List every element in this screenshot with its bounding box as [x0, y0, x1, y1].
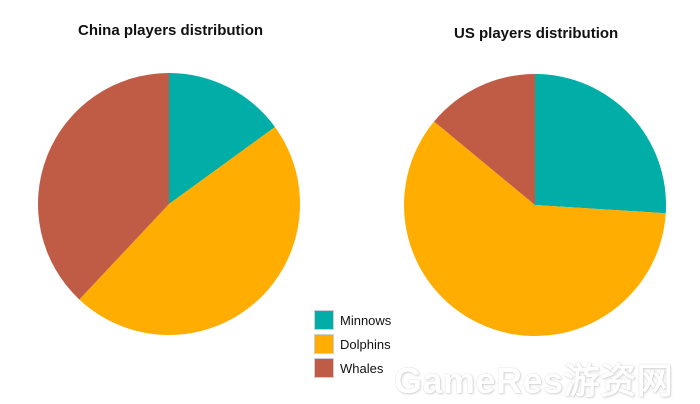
us-pie	[403, 74, 666, 337]
legend-item-minnows: Minnows	[314, 309, 398, 331]
legend-item-whales: Whales	[314, 357, 398, 379]
legend-label-dolphins: Dolphins	[340, 336, 391, 352]
legend: Minnows Dolphins Whales	[314, 309, 398, 381]
pie-slice-minnows	[169, 73, 275, 204]
watermark: GameRes游资网	[394, 360, 674, 401]
legend-item-dolphins: Dolphins	[314, 333, 398, 355]
pie-slice-minnows	[535, 74, 666, 214]
legend-label-whales: Whales	[340, 360, 384, 376]
china-chart-title: China players distribution	[78, 22, 264, 39]
pie-slice-whales	[434, 74, 535, 205]
china-pie	[38, 73, 300, 335]
us-chart-title: US players distribution	[454, 25, 619, 42]
pie-slice-dolphins	[79, 127, 300, 335]
legend-swatch-minnows	[314, 310, 334, 330]
pie-slice-dolphins	[403, 121, 666, 337]
legend-swatch-whales	[314, 358, 334, 378]
legend-label-minnows: Minnows	[340, 312, 392, 328]
pie-slice-whales	[38, 73, 169, 300]
legend-swatch-dolphins	[314, 334, 334, 354]
